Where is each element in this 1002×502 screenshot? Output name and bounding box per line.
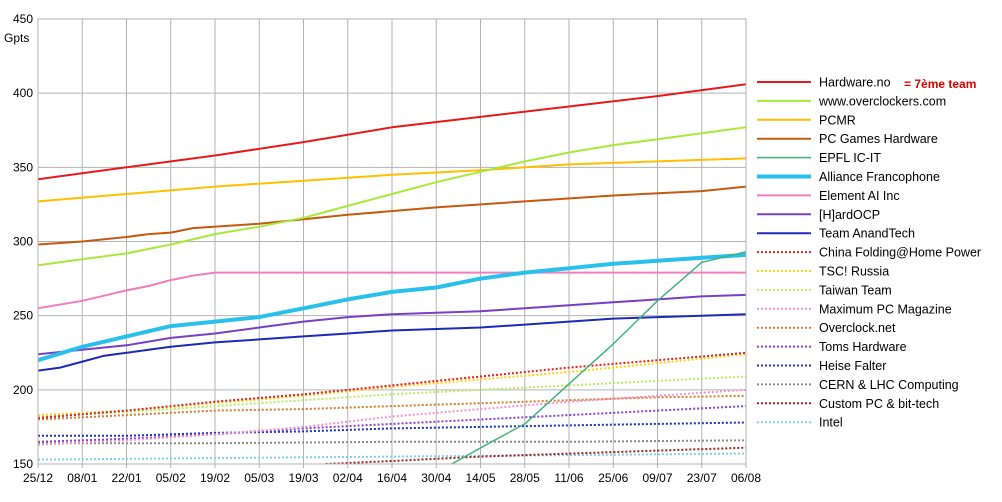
x-tick-label: 06/08 [731,471,761,485]
legend-label: EPFL IC-IT [819,151,881,165]
legend-label: CERN & LHC Computing [819,378,959,392]
y-tick-label: 350 [13,160,33,174]
series-line-8 [38,313,746,372]
x-tick-label: 09/07 [642,471,672,485]
legend-label: Team AnandTech [819,227,915,241]
y-axis-label: Gpts [4,31,29,45]
x-tick-label: 28/05 [510,471,540,485]
x-tick-label: 05/02 [156,471,186,485]
legend: Hardware.no www.overclockers.com PCMR PC Ga… [757,76,981,430]
series-line-9 [38,351,746,419]
series-lines [38,83,746,464]
x-tick-label: 25/06 [598,471,628,485]
legend-label: Toms Hardware [819,340,907,354]
x-tick-label: 23/07 [687,471,717,485]
series-line-10 [38,353,746,417]
x-tick-label: 14/05 [465,471,495,485]
legend-label: PCMR [819,113,856,127]
x-tick-label: 22/01 [111,471,141,485]
x-tick-label: 08/01 [67,471,97,485]
series-line-1 [38,126,746,267]
legend-label: China Folding@Home Power [819,246,981,260]
x-tick-label: 02/04 [333,471,363,485]
series-line-0 [38,83,746,181]
x-tick-label: 05/03 [244,471,274,485]
legend-label: [H]ardOCP [819,208,880,222]
plot-area-border [37,18,747,465]
legend-label: Overclock.net [819,321,896,335]
legend-label: TSC! Russia [819,265,889,279]
x-tick-label: 19/03 [288,471,318,485]
legend-label: PC Games Hardware [819,132,938,146]
series-line-3 [38,185,746,246]
series-line-5 [38,252,746,363]
x-tick-label: 11/06 [554,471,583,485]
series-line-16 [38,439,746,445]
series-line-2 [38,157,746,203]
axes: 150 200 250 300 350 400 450 25/12 08/01 22/01 05/0… [13,12,761,485]
annotation-label: = 7ème team [904,77,976,91]
series-line-6 [38,271,746,310]
y-tick-label: 250 [13,309,33,323]
series-line-4 [450,251,746,464]
x-tick-label: 25/12 [23,471,53,485]
legend-label: Hardware.no [819,76,891,90]
y-tick-label: 200 [13,383,33,397]
y-tick-label: 400 [13,86,33,100]
y-tick-label: 300 [13,235,33,249]
legend-label: Custom PC & bit-tech [819,397,939,411]
legend-label: Element AI Inc [819,189,900,203]
series-line-7 [38,293,746,356]
legend-label: Intel [819,416,843,430]
legend-label: Heise Falter [819,359,886,373]
x-tick-label: 16/04 [377,471,407,485]
legend-label: Maximum PC Magazine [819,302,952,316]
legend-label: www.overclockers.com [818,94,946,108]
y-tick-label: 150 [13,457,33,471]
x-tick-label: 30/04 [421,471,451,485]
gridlines [37,18,747,465]
x-tick-label: 19/02 [200,471,230,485]
legend-label: Alliance Francophone [819,170,940,184]
y-tick-label: 450 [13,12,33,26]
legend-label: Taiwan Team [819,283,892,297]
